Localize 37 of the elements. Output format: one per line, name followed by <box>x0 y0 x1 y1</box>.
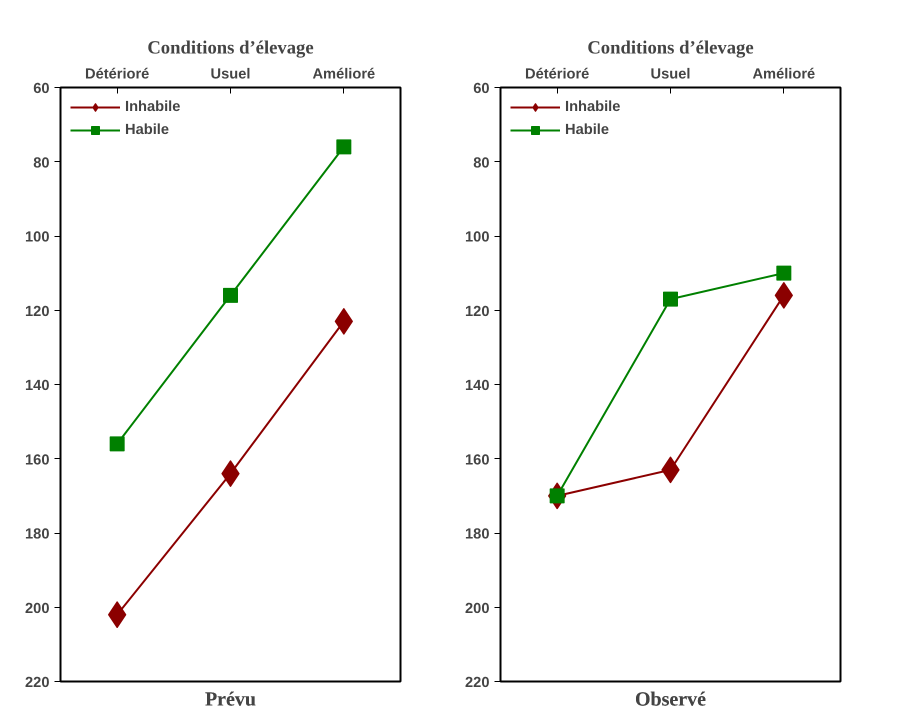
y-tick-label: 120 <box>25 304 50 320</box>
x-tick-label: Usuel <box>650 66 690 82</box>
y-tick-label: 140 <box>25 378 50 394</box>
point <box>663 292 678 307</box>
y-tick-label: 160 <box>25 452 50 468</box>
point <box>336 139 352 154</box>
point <box>110 436 125 452</box>
x-tick-label: Détérioré <box>84 66 150 82</box>
y-tick-label: 60 <box>473 81 490 97</box>
x-axis-title: Conditions d’élevage <box>147 38 314 58</box>
legend-label: Habile <box>125 122 169 138</box>
y-tick-label: 220 <box>465 675 490 691</box>
y-tick-label: 180 <box>465 526 490 542</box>
legend-label: Inhabile <box>565 99 620 115</box>
y-tick-label: 180 <box>25 526 50 542</box>
x-tick-label: Détérioré <box>524 66 590 82</box>
legend-label: Habile <box>565 122 609 138</box>
x-tick-label: Amélioré <box>752 66 816 82</box>
x-tick-label: Usuel <box>210 66 250 82</box>
point <box>223 288 238 303</box>
point <box>776 266 792 281</box>
y-tick-label: 80 <box>473 155 490 172</box>
x-tick-label: Amélioré <box>312 66 376 82</box>
y-tick-label: 120 <box>465 304 490 320</box>
y-tick-label: 200 <box>465 600 490 617</box>
y-tick-label: 200 <box>25 600 50 617</box>
y-tick-label: 160 <box>465 452 490 468</box>
y-tick-label: 80 <box>33 155 50 172</box>
text: Prévu <box>204 688 256 710</box>
y-tick-label: 100 <box>465 230 490 246</box>
y-tick-label: 100 <box>25 230 50 246</box>
legend-label: Inhabile <box>125 99 180 115</box>
x-axis-title: Conditions d’élevage <box>587 38 754 58</box>
y-tick-label: 220 <box>25 675 50 691</box>
y-tick-label: 60 <box>33 81 50 97</box>
text: Observé <box>634 688 706 710</box>
y-tick-label: 140 <box>465 378 490 394</box>
